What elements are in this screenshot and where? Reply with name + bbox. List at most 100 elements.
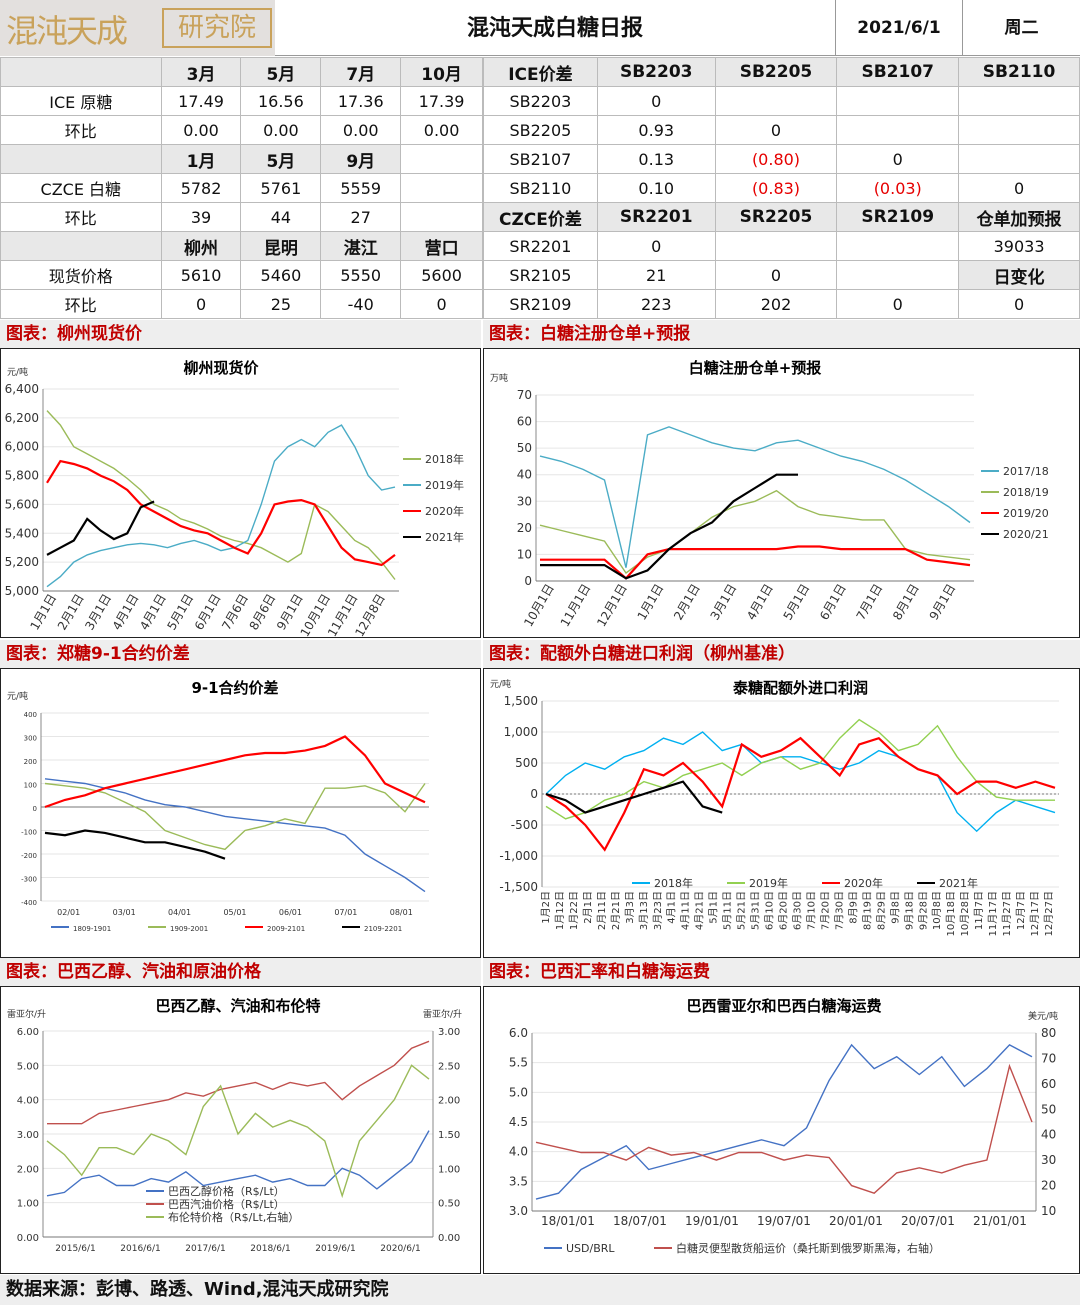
price-tables: 3月 5月 7月 10月 ICE 原糖 17.49 16.56 17.36 17.39 环比 0.0… [0, 57, 1080, 319]
y-tick-label: 5,400 [5, 526, 39, 540]
y-tick-label: 20 [517, 521, 532, 535]
table-cell: CZCE价差 [483, 202, 598, 232]
y-tick-label: -400 [21, 899, 37, 907]
y-tick-label: 3.5 [509, 1174, 528, 1188]
table-cell: 21 [596, 260, 716, 290]
series-line [545, 731, 1056, 833]
chart-panel-brl-freight: 巴西雷亚尔和巴西白糖海运费 美元/吨 3.0 3.5 4.0 4.5 5.0 5.5 6.0 10… [483, 986, 1080, 1274]
x-tick-label: 5月1日 [708, 891, 720, 924]
y-tick-label: 5.5 [509, 1056, 528, 1070]
table-cell: SB2110 [483, 173, 598, 203]
table-cell [0, 57, 162, 87]
table-cell [836, 86, 960, 116]
y-tick-label: 5,200 [5, 555, 39, 569]
x-tick-label: 8月9日 [847, 891, 859, 924]
table-cell: 5460 [240, 260, 322, 290]
legend-label: 2019/20 [1003, 507, 1049, 520]
y-tick-label: 5.00 [17, 1061, 39, 1072]
table-row: SB2110 0.10 (0.83) (0.03) 0 [483, 173, 1080, 203]
chart-title: 白糖注册仓单+预报 [689, 359, 822, 377]
table-cell: 0 [836, 144, 960, 174]
legend-label: 2017/18 [1003, 465, 1049, 478]
table-cell: 27 [320, 202, 402, 232]
x-tick-label: 7月20日 [819, 891, 831, 930]
table-cell: SR2109 [836, 202, 960, 232]
section-title-2: 图表：白糖注册仓单+预报 [483, 320, 1080, 348]
section-title-3: 图表：郑糖9-1合约价差 [0, 640, 481, 668]
y-tick-label: -100 [21, 829, 37, 837]
section-title-4: 图表：配额外白糖进口利润（柳州基准） [483, 640, 1080, 668]
y-tick-label: 1,500 [504, 694, 538, 708]
x-tick-label: 2月1日 [582, 891, 594, 924]
table-row: 3月 5月 7月 10月 [0, 57, 483, 87]
y-tick-label: 300 [24, 735, 37, 743]
y2-tick-label: 0.00 [438, 1233, 460, 1244]
legend-label: 白糖灵便型散货船运价（桑托斯到俄罗斯黑海，右轴） [676, 1241, 940, 1255]
x-tick-label: 2020/6/1 [380, 1244, 420, 1254]
x-tick-label: 5月21日 [736, 891, 748, 930]
table-row: SB2203 0 [483, 86, 1080, 116]
table-cell [0, 144, 162, 174]
table-cell: 7月 [320, 57, 402, 87]
table-cell: SB2107 [483, 144, 598, 174]
y-tick-label: 100 [24, 782, 37, 790]
x-tick-label: 02/01 [57, 908, 80, 917]
legend-label: 布伦特价格（R$/Lt,右轴） [168, 1210, 299, 1224]
table-cell [714, 231, 838, 261]
chart-panel-brazil-fuel: 巴西乙醇、汽油和布伦特 雷亚尔/升 雷亚尔/升 0.00 1.00 2.00 3.00 4.0… [0, 986, 481, 1274]
table-cell: ICE价差 [483, 57, 598, 87]
x-tick-label: 2017/6/1 [185, 1244, 225, 1254]
table-cell: 环比 [0, 202, 162, 232]
y-tick-label: 1.00 [17, 1199, 39, 1210]
x-tick-label: 1月22日 [568, 891, 580, 930]
table-cell: 16.56 [240, 86, 322, 116]
table-row: ICE价差 SB2203 SB2205 SB2107 SB2110 [483, 57, 1080, 87]
table-row: SR2109 223 202 0 0 [483, 289, 1080, 319]
table-cell: 0.00 [160, 115, 242, 145]
y-axis-unit: 雷亚尔/升 [7, 1008, 46, 1020]
chart-title: 柳州现货价 [183, 359, 259, 377]
table-cell: 0 [160, 289, 242, 319]
table-cell: SR2109 [483, 289, 598, 319]
table-cell: 10月 [400, 57, 483, 87]
table-cell: 环比 [0, 115, 162, 145]
futures-spot-table: 3月 5月 7月 10月 ICE 原糖 17.49 16.56 17.36 17.39 环比 0.0… [0, 57, 483, 319]
legend-label: 2021年 [939, 876, 978, 890]
y2-tick-label: 60 [1041, 1077, 1056, 1091]
table-cell: 5月 [240, 144, 322, 174]
table-cell: 湛江 [320, 231, 402, 261]
report-header: 混沌天成 研究院 混沌天成白糖日报 2021/6/1 周二 [0, 0, 1080, 56]
table-cell: 3月 [160, 57, 242, 87]
table-cell: SB2107 [836, 57, 960, 87]
y-tick-label: 6.0 [509, 1026, 528, 1040]
table-cell [714, 86, 838, 116]
chart-liuzhou-spot: 柳州现货价 元/吨 5,000 5,200 5,400 5,600 5,800 6,000 6,… [5, 359, 464, 639]
legend-label: 2019年 [749, 876, 788, 890]
series-line [44, 829, 226, 860]
x-tick-label: 07/01 [334, 908, 357, 917]
x-tick-label: 10月1日 [521, 582, 557, 630]
chart-title: 巴西雷亚尔和巴西白糖海运费 [686, 997, 881, 1015]
table-cell: SB2203 [483, 86, 598, 116]
y-tick-label: 3.0 [509, 1204, 528, 1218]
table-cell: ICE 原糖 [0, 86, 162, 116]
table-cell [400, 173, 483, 203]
table-cell: 0 [958, 289, 1080, 319]
table-cell: 环比 [0, 289, 162, 319]
table-cell: SR2105 [483, 260, 598, 290]
chart-title: 泰糖配额外进口利润 [732, 679, 868, 697]
x-tick-label: 12月17日 [1029, 891, 1041, 936]
report-date: 2021/6/1 [835, 0, 962, 56]
y-tick-label: 30 [517, 494, 532, 508]
x-tick-label: 6月1日 [817, 582, 849, 623]
y-tick-label: 4.0 [509, 1145, 528, 1159]
x-tick-label: 2018/6/1 [250, 1244, 290, 1254]
x-tick-label: 18/07/01 [613, 1214, 667, 1228]
series-line [535, 1043, 1033, 1200]
y-tick-label: 50 [517, 441, 532, 455]
y-tick-label: -1,500 [499, 880, 538, 894]
table-cell: 0.13 [596, 144, 716, 174]
table-row: 柳州 昆明 湛江 营口 [0, 231, 483, 261]
